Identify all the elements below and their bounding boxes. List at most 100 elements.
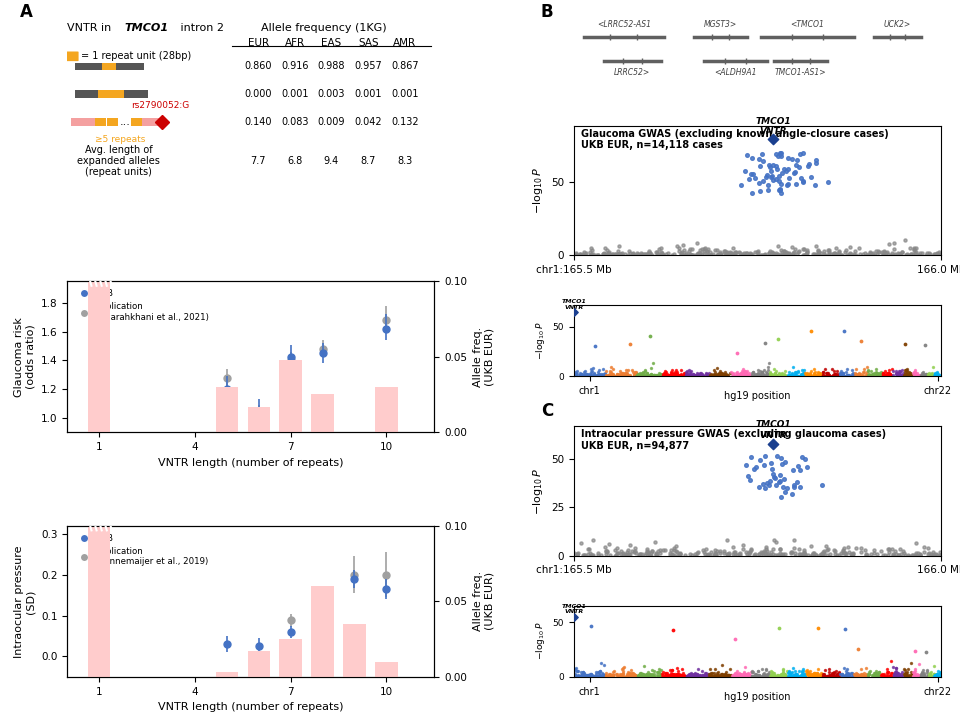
Point: [838, 548, 853, 559]
Point: [680, 670, 695, 682]
Point: [609, 369, 624, 381]
Point: [841, 667, 856, 679]
Point: [642, 549, 658, 561]
Point: [809, 370, 825, 382]
Point: [636, 670, 651, 682]
Point: [921, 370, 936, 382]
Point: [791, 460, 806, 472]
Point: [658, 544, 673, 556]
Point: [888, 548, 903, 559]
Point: [620, 669, 636, 680]
Point: [825, 667, 840, 679]
Point: [764, 247, 780, 258]
Point: [846, 248, 861, 260]
Point: [703, 546, 718, 557]
Point: [630, 370, 645, 382]
Text: 9.4: 9.4: [324, 156, 339, 166]
Point: [816, 546, 831, 557]
Point: [724, 249, 739, 261]
Point: [577, 671, 592, 683]
Point: [840, 370, 855, 382]
Point: [680, 670, 695, 682]
Point: [850, 370, 865, 382]
Point: [702, 249, 717, 261]
Point: [770, 333, 785, 345]
Point: [787, 369, 803, 381]
Point: [615, 370, 631, 382]
Point: [798, 367, 813, 379]
Point: [884, 249, 900, 261]
Point: [576, 549, 591, 561]
Point: [895, 364, 910, 376]
Point: [842, 248, 857, 260]
Point: [660, 670, 675, 682]
Point: [800, 369, 815, 380]
Point: [612, 670, 628, 682]
Point: [838, 371, 853, 382]
Point: [668, 364, 684, 376]
Point: [897, 338, 912, 350]
Point: [614, 368, 630, 379]
Point: [807, 179, 823, 191]
Point: [700, 243, 715, 255]
Point: [723, 248, 738, 260]
Point: [810, 623, 826, 634]
Point: [582, 247, 597, 258]
Text: 0.957: 0.957: [354, 61, 382, 71]
Bar: [375, 662, 397, 677]
Point: [724, 670, 739, 682]
Point: [611, 240, 626, 252]
Point: [870, 368, 885, 379]
Text: AMR: AMR: [394, 38, 417, 48]
Point: [600, 671, 615, 683]
Point: [914, 248, 929, 259]
Point: [764, 246, 780, 258]
Point: [626, 546, 641, 557]
Point: [756, 670, 772, 682]
Point: [694, 670, 709, 681]
Point: [907, 247, 923, 258]
Point: [642, 330, 658, 341]
Point: [887, 668, 902, 680]
Point: [867, 367, 882, 379]
Point: [788, 366, 804, 378]
Point: [860, 364, 876, 375]
Point: [777, 248, 792, 259]
Bar: [88, 510, 110, 677]
Point: [812, 368, 828, 379]
Point: [790, 365, 805, 377]
Point: [683, 369, 698, 381]
Point: [862, 246, 877, 258]
Point: [598, 670, 613, 682]
Point: [827, 369, 842, 380]
Point: [627, 369, 642, 380]
Point: [700, 550, 715, 562]
Point: [882, 369, 898, 381]
Point: [688, 370, 704, 382]
Point: [709, 362, 725, 374]
Point: [641, 249, 657, 261]
Point: [609, 368, 624, 379]
Point: [742, 669, 757, 680]
Point: [892, 248, 907, 260]
Point: [776, 549, 791, 560]
Point: [764, 667, 780, 678]
Point: [794, 369, 809, 381]
Point: [716, 670, 732, 682]
Point: [832, 668, 848, 680]
Point: [580, 670, 595, 682]
Point: [649, 246, 664, 257]
Point: [878, 671, 894, 683]
Point: [876, 246, 892, 258]
Point: [753, 185, 768, 197]
Point: [623, 671, 638, 683]
Point: [671, 670, 686, 682]
Point: [671, 668, 686, 680]
Point: [779, 370, 794, 382]
Point: [835, 670, 851, 682]
Point: [698, 366, 713, 378]
Point: [646, 667, 661, 679]
Point: [801, 670, 816, 682]
Legend: UKB, Replication
(Gharahkhani et al., 2021): UKB, Replication (Gharahkhani et al., 20…: [71, 286, 212, 325]
Point: [590, 370, 606, 382]
